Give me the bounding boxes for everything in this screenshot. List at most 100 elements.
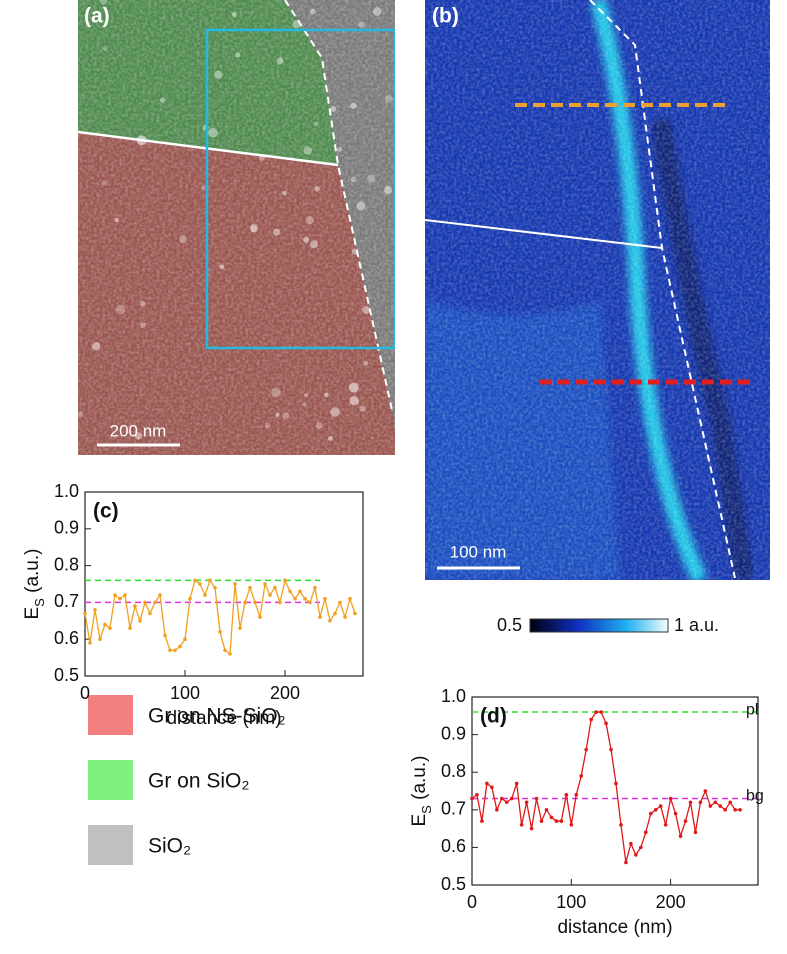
spot [330, 105, 337, 113]
data-point [643, 830, 648, 835]
data-point [509, 796, 514, 801]
data-point [599, 710, 603, 714]
spot [337, 147, 342, 152]
data-point [333, 611, 337, 616]
spot [324, 392, 329, 398]
spot [92, 342, 101, 351]
spot [99, 0, 108, 5]
spot [273, 228, 281, 236]
colorbar [529, 618, 669, 633]
reference-label: pl [746, 701, 758, 718]
spot [356, 201, 366, 211]
data-point [708, 804, 713, 808]
data-point [554, 819, 559, 823]
data-point [288, 589, 292, 594]
spot [271, 387, 281, 398]
data-point [534, 796, 539, 801]
data-point [238, 626, 242, 630]
y-tick-label: 0.8 [441, 761, 466, 781]
colorbar-min: 0.5 [497, 615, 522, 635]
data-point [529, 826, 534, 831]
data-point [519, 823, 524, 827]
spot [363, 360, 369, 366]
spot [179, 235, 187, 244]
data-point [318, 615, 322, 619]
legend-label: Gr on NS-SiO₂ [148, 705, 286, 728]
data-point [93, 607, 97, 612]
reference-label: bg [746, 788, 764, 805]
data-point [338, 600, 342, 605]
data-point [594, 710, 598, 714]
scale-label: 200 nm [110, 421, 167, 440]
spot [309, 8, 316, 15]
data-point [609, 747, 613, 752]
data-point [499, 796, 504, 801]
data-point [544, 808, 549, 812]
data-point [698, 800, 703, 805]
spot [359, 405, 366, 412]
data-point [693, 830, 698, 835]
data-point [688, 800, 693, 805]
y-tick-label: 0.5 [54, 665, 79, 685]
spot [384, 186, 393, 195]
data-point [163, 633, 167, 638]
data-point [308, 600, 312, 605]
data-point [495, 808, 499, 812]
data-point [738, 808, 742, 812]
spot [327, 436, 333, 441]
spot [139, 322, 146, 329]
spot [139, 300, 146, 307]
y-tick-label: 1.0 [441, 686, 466, 706]
spot [313, 121, 318, 126]
data-point [353, 611, 357, 616]
data-point [604, 721, 608, 726]
data-point [193, 578, 197, 583]
spot [330, 407, 340, 417]
data-point [658, 804, 663, 808]
y-axis-label-part: (a.u.) [409, 756, 430, 806]
legend-swatch [88, 825, 133, 865]
x-axis-label: distance (nm) [166, 708, 281, 729]
spot [250, 225, 258, 233]
y-tick-label: 1.0 [54, 481, 79, 501]
data-point [629, 841, 633, 846]
spot [115, 304, 126, 315]
data-point [549, 815, 554, 820]
data-point [108, 626, 112, 630]
data-point [639, 845, 643, 850]
y-tick-label: 0.6 [54, 628, 79, 648]
data-point [198, 582, 202, 586]
data-point [148, 611, 152, 616]
x-tick-label: 0 [80, 683, 90, 703]
spot [362, 305, 371, 314]
plot-frame [471, 696, 759, 886]
y-axis-label-part: S [419, 805, 434, 814]
texture [425, 0, 770, 580]
x-tick-label: 100 [556, 892, 586, 912]
spot [303, 146, 312, 155]
legend: Gr on NS-SiO₂ Gr on SiO₂ SiO₂ [88, 695, 286, 865]
data-point [323, 596, 327, 601]
spot [235, 52, 241, 58]
spot [275, 412, 280, 418]
spot [214, 70, 223, 79]
data-point [579, 774, 584, 778]
data-point [158, 593, 162, 597]
data-point [653, 808, 658, 812]
data-point [208, 578, 212, 583]
x-tick-label: 100 [170, 683, 200, 703]
spot [310, 240, 319, 249]
data-point [663, 823, 668, 827]
data-point [624, 860, 628, 865]
data-point [218, 630, 222, 634]
data-point [673, 811, 678, 816]
series-line [471, 711, 741, 863]
data-point [470, 796, 474, 801]
data-point [648, 811, 653, 816]
data-point [634, 853, 638, 857]
spot [159, 97, 166, 103]
data-point [183, 637, 187, 641]
data-point [223, 648, 227, 653]
data-point [564, 792, 569, 797]
spot [350, 176, 357, 182]
